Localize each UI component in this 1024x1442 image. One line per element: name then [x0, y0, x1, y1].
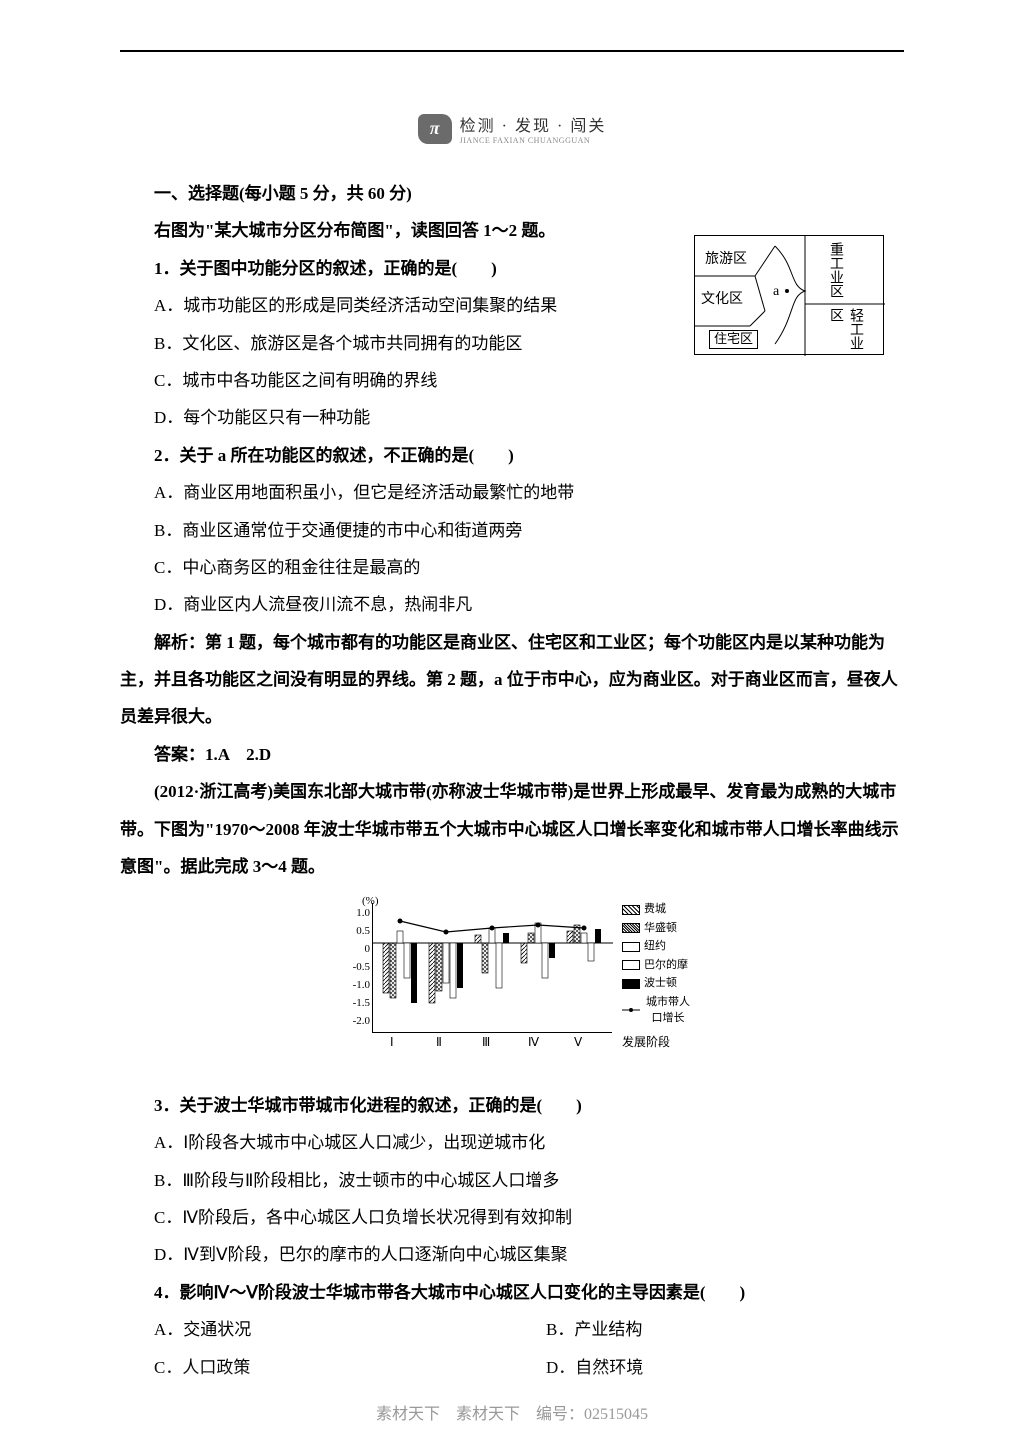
- section-heading: 一、选择题(每小题 5 分，共 60 分): [120, 175, 904, 212]
- q3-opt-a: A．Ⅰ阶段各大城市中心城区人口减少，出现逆城市化: [120, 1124, 904, 1161]
- q3-opt-b: B．Ⅲ阶段与Ⅱ阶段相比，波士顿市的中心城区人口增多: [120, 1162, 904, 1199]
- legend-baerdimo: 巴尔的摩: [622, 957, 692, 974]
- q2-opt-b: B．商业区通常位于交通便捷的市中心和街道两旁: [120, 512, 904, 549]
- xcat-3: Ⅲ: [482, 1029, 490, 1055]
- map-label-residential: 住宅区: [709, 330, 758, 349]
- content: 一、选择题(每小题 5 分，共 60 分) 右图为"某大城市分区分布简图"，读图…: [120, 175, 904, 1386]
- legend-feicheng: 费城: [622, 901, 692, 918]
- map-label-center: a: [773, 284, 779, 300]
- xcat-1: Ⅰ: [390, 1029, 394, 1055]
- ytick-6: -2.0: [332, 1009, 370, 1033]
- logo-text: 检测 · 发现 · 闯关 JIANCE FAXIAN CHUANGGUAN: [460, 112, 607, 145]
- footer-text: 素材天下 素材天下 编号：02515045: [0, 1400, 1024, 1424]
- xcat-2: Ⅱ: [436, 1029, 442, 1055]
- logo: π 检测 · 发现 · 闯关 JIANCE FAXIAN CHUANGGUAN: [418, 112, 607, 145]
- chart-axes: [372, 903, 612, 1033]
- explain-1-2: 解析：第 1 题，每个城市都有的功能区是商业区、住宅区和工业区；每个功能区内是以…: [120, 624, 904, 736]
- chart-xlabel: 发展阶段: [622, 1029, 670, 1055]
- map-label-culture: 文化区: [701, 288, 743, 308]
- logo-title: 检测 · 发现 · 闯关: [460, 112, 607, 136]
- map-label-tourism: 旅游区: [705, 248, 747, 268]
- q2-opt-d: D．商业区内人流昼夜川流不息，热闹非凡: [120, 586, 904, 623]
- chart-container: (%) 1.0 0.5 0 -0.5 -1.0 -1.5 -2.0: [120, 893, 904, 1076]
- q3-opt-d: D．Ⅳ到Ⅴ阶段，巴尔的摩市的人口逐渐向中心城区集聚: [120, 1236, 904, 1273]
- q4-row-ab: A．交通状况 B．产业结构: [120, 1311, 904, 1348]
- map-label-light-ind: 轻工业区: [825, 308, 865, 354]
- chart-legend: 费城 华盛顿 纽约 巴尔的摩 波士顿 城市带人口增长: [622, 901, 692, 1029]
- growth-chart: (%) 1.0 0.5 0 -0.5 -1.0 -1.5 -2.0: [332, 893, 692, 1063]
- logo-subtitle: JIANCE FAXIAN CHUANGGUAN: [460, 136, 607, 145]
- intro-q3-4: (2012·浙江高考)美国东北部大城市带(亦称波士华城市带)是世界上形成最早、发…: [120, 773, 904, 885]
- q4-opt-b: B．产业结构: [512, 1311, 904, 1348]
- answer-1-2: 答案：1.A 2.D: [120, 736, 904, 773]
- legend-niuyue: 纽约: [622, 938, 692, 955]
- legend-huashengdun: 华盛顿: [622, 920, 692, 937]
- q4-stem: 4．影响Ⅳ～Ⅴ阶段波士华城市带各大城市中心城区人口变化的主导因素是( ): [120, 1274, 904, 1311]
- q3-opt-c: C．Ⅳ阶段后，各中心城区人口负增长状况得到有效抑制: [120, 1199, 904, 1236]
- q1-opt-d: D．每个功能区只有一种功能: [120, 399, 904, 436]
- q1-opt-c: C．城市中各功能区之间有明确的界线: [120, 362, 904, 399]
- q2-opt-c: C．中心商务区的租金往往是最高的: [120, 549, 904, 586]
- map-label-heavy-ind: 重工业区: [825, 242, 845, 298]
- q3-stem: 3．关于波士华城市带城市化进程的叙述，正确的是( ): [120, 1087, 904, 1124]
- xcat-5: Ⅴ: [574, 1029, 582, 1055]
- legend-boshidun: 波士顿: [622, 975, 692, 992]
- logo-mark-icon: π: [418, 114, 452, 144]
- xcat-4: Ⅳ: [528, 1029, 539, 1055]
- q2-stem: 2．关于 a 所在功能区的叙述，不正确的是( ): [120, 437, 904, 474]
- top-rule: [120, 50, 904, 52]
- city-zone-diagram: 旅游区 文化区 a 住宅区 重工业区 轻工业区: [694, 235, 884, 355]
- logo-row: π 检测 · 发现 · 闯关 JIANCE FAXIAN CHUANGGUAN: [120, 112, 904, 145]
- q2-opt-a: A．商业区用地面积虽小，但它是经济活动最繁忙的地带: [120, 474, 904, 511]
- legend-line: 城市带人口增长: [622, 994, 692, 1027]
- q4-opt-a: A．交通状况: [120, 1311, 512, 1348]
- page: π 检测 · 发现 · 闯关 JIANCE FAXIAN CHUANGGUAN …: [0, 0, 1024, 1442]
